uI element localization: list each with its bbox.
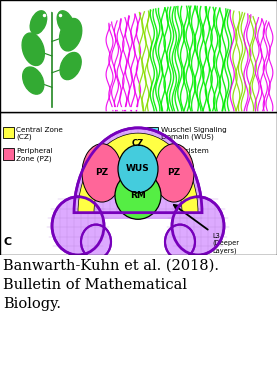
Ellipse shape — [60, 52, 81, 80]
Text: Domain (WUS): Domain (WUS) — [161, 134, 214, 140]
Wedge shape — [78, 133, 198, 212]
Text: B: B — [110, 3, 117, 13]
Text: RM: RM — [130, 191, 146, 200]
Text: Peripheral: Peripheral — [16, 148, 53, 154]
Ellipse shape — [23, 67, 44, 94]
Bar — [3, 127, 14, 138]
Text: L2: L2 — [114, 153, 125, 161]
Ellipse shape — [30, 11, 47, 34]
Wedge shape — [74, 128, 202, 212]
Ellipse shape — [60, 18, 82, 51]
Bar — [3, 148, 14, 160]
Text: Central Zone: Central Zone — [16, 127, 63, 132]
Text: (CZ): (CZ) — [16, 134, 32, 140]
Ellipse shape — [118, 145, 158, 193]
Ellipse shape — [52, 197, 104, 255]
Text: PZ: PZ — [167, 168, 181, 177]
Bar — [147, 127, 158, 138]
Ellipse shape — [81, 225, 111, 259]
Ellipse shape — [154, 144, 194, 202]
Ellipse shape — [57, 11, 74, 34]
Ellipse shape — [172, 197, 224, 255]
Text: A: A — [6, 4, 14, 14]
Text: PZ: PZ — [96, 168, 109, 177]
Ellipse shape — [165, 225, 195, 259]
Text: L1: L1 — [99, 153, 111, 161]
Bar — [74, 209, 202, 219]
Text: CZ: CZ — [132, 139, 144, 148]
Text: Rib Meristem: Rib Meristem — [161, 148, 209, 154]
Bar — [147, 148, 158, 160]
Text: Wuschel Signaling: Wuschel Signaling — [161, 127, 227, 132]
Text: L3
(Deeper
Layers): L3 (Deeper Layers) — [212, 233, 239, 254]
Text: (RM): (RM) — [161, 155, 178, 161]
Text: Banwarth-Kuhn et al. (2018).
Bulletin of Mathematical
Biology.: Banwarth-Kuhn et al. (2018). Bulletin of… — [3, 259, 219, 311]
Text: C: C — [4, 237, 12, 247]
Ellipse shape — [115, 172, 161, 219]
Ellipse shape — [22, 33, 44, 65]
Text: Zone (PZ): Zone (PZ) — [16, 155, 52, 161]
Ellipse shape — [82, 144, 122, 202]
Text: WUS: WUS — [126, 164, 150, 174]
